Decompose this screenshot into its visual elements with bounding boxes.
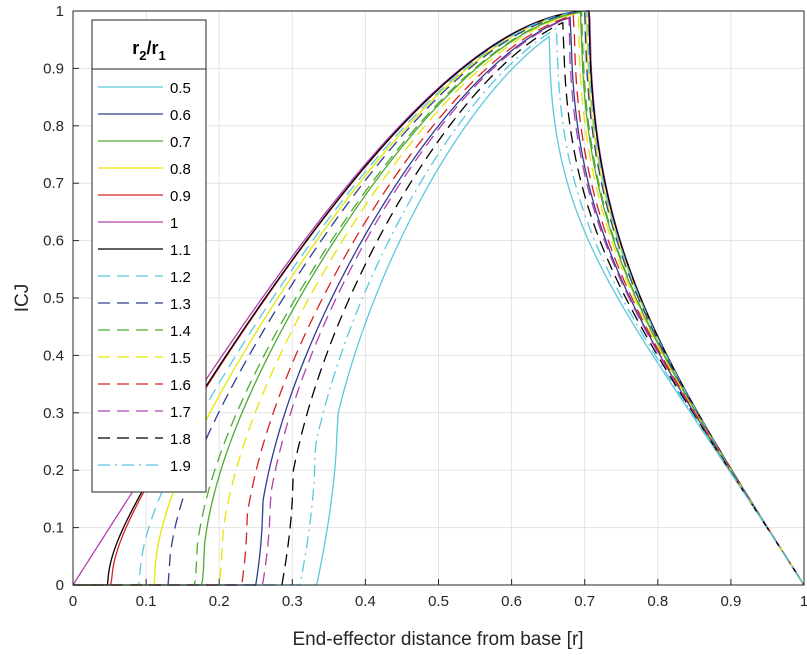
x-tick-label: 0.3: [282, 593, 303, 610]
x-tick-label: 0: [69, 593, 77, 610]
ticks: 0 0.1 0.2 0.3 0.4 0.5 0.6 0.7 0.8 0.9 1 0 0.1 0.2 0.3 0…: [43, 3, 807, 610]
x-tick-label: 0.8: [647, 593, 668, 610]
x-tick-label: 0.4: [355, 593, 376, 610]
legend-title-sub1: 2: [139, 48, 146, 63]
legend-title-main: r: [132, 38, 139, 58]
y-tick-label: 0.2: [43, 462, 64, 479]
x-tick-label: 0.2: [209, 593, 230, 610]
x-tick-label: 0.1: [136, 593, 157, 610]
y-tick-label: 0.7: [43, 175, 64, 192]
y-tick-label: 0.3: [43, 405, 64, 422]
legend-label: 1.5: [170, 350, 191, 367]
x-axis-label: End-effector distance from base [r]: [292, 629, 583, 650]
y-tick-label: 0: [56, 577, 64, 594]
y-tick-label: 0.1: [43, 520, 64, 537]
legend-label: 1.1: [170, 242, 191, 259]
series-line-1-4: [73, 11, 805, 586]
legend: r2/r1 0.50.60.70.80.911.11.21.31.41.51.6…: [91, 19, 207, 493]
legend-label: 0.5: [170, 80, 191, 97]
legend-label: 1.2: [170, 269, 191, 286]
legend-label: 0.9: [170, 188, 191, 205]
x-tick-label: 0.7: [574, 593, 595, 610]
legend-label: 1: [170, 215, 178, 232]
x-tick-label: 0.5: [428, 593, 449, 610]
x-tick-label: 0.9: [720, 593, 741, 610]
legend-title: r2/r1: [132, 38, 166, 63]
y-tick-label: 0.5: [43, 290, 64, 307]
x-tick-label: 1: [800, 593, 807, 610]
legend-label: 0.8: [170, 161, 191, 178]
legend-box: [91, 19, 207, 493]
legend-title-sub2: 1: [159, 48, 166, 63]
legend-label: 1.7: [170, 404, 191, 421]
legend-items: 0.5 0.6 0.7 0.8 0.9 1 1.1 1.2 1.3 1.4 1.5 1.6 1.7 1.8…: [98, 80, 191, 475]
legend-label: 1.4: [170, 323, 191, 340]
legend-label: 0.6: [170, 107, 191, 124]
legend-label: 1.6: [170, 377, 191, 394]
legend-title-sep: /r: [147, 38, 159, 58]
legend-label: 0.7: [170, 134, 191, 151]
y-tick-label: 0.9: [43, 60, 64, 77]
legend-label: 1.3: [170, 296, 191, 313]
y-axis-label: ICJ: [12, 284, 33, 313]
y-tick-label: 0.8: [43, 118, 64, 135]
y-tick-label: 0.4: [43, 347, 64, 364]
y-tick-label: 1: [56, 3, 64, 20]
legend-label: 1.9: [170, 458, 191, 475]
y-tick-label: 0.6: [43, 233, 64, 250]
legend-label: 1.8: [170, 431, 191, 448]
x-tick-label: 0.6: [501, 593, 522, 610]
